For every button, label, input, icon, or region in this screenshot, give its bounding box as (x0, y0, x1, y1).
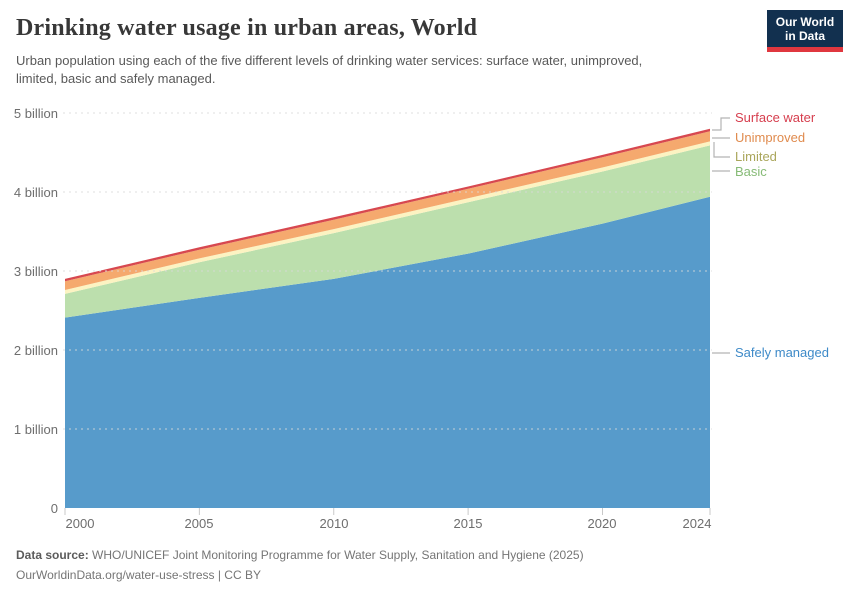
area-limited[interactable] (65, 141, 710, 294)
x-axis-tick-2000: 2000 (65, 516, 95, 531)
legend-label-surface-water[interactable]: Surface water (735, 110, 816, 125)
y-axis-tick-4b: 4 billion (13, 185, 58, 200)
connector-surface-water (712, 117, 730, 131)
chart-footer: Data source: WHO/UNICEF Joint Monitoring… (16, 548, 776, 583)
chart-subtitle-line2: limited, basic and safely managed. (16, 71, 216, 86)
area-safely-managed[interactable] (65, 196, 710, 508)
page-title: Drinking water usage in urban areas, Wor… (16, 15, 478, 41)
data-source-line: Data source: WHO/UNICEF Joint Monitoring… (16, 548, 776, 563)
area-basic[interactable] (65, 145, 710, 318)
x-axis-tick-2020: 2020 (587, 516, 617, 531)
legend-label-unimproved[interactable]: Unimproved (735, 130, 806, 145)
x-axis-tick-2024: 2024 (682, 516, 712, 531)
area-unimproved[interactable] (65, 131, 710, 290)
legend-label-safely-managed[interactable]: Safely managed (735, 345, 829, 360)
y-axis-tick-5b: 5 billion (13, 106, 58, 121)
y-axis-tick-0: 0 (50, 501, 58, 516)
y-axis-tick-1b: 1 billion (13, 422, 58, 437)
chart-subtitle-line1: Urban population using each of the five … (16, 53, 643, 68)
x-axis-tick-2005: 2005 (184, 516, 214, 531)
data-source-label: Data source: (16, 548, 89, 562)
legend-label-limited[interactable]: Limited (735, 149, 777, 164)
data-source-text: WHO/UNICEF Joint Monitoring Programme fo… (92, 548, 584, 562)
connector-limited (713, 142, 730, 158)
y-axis-tick-3b: 3 billion (13, 264, 58, 279)
owid-logo-line2: in Data (784, 29, 825, 43)
legend-label-basic[interactable]: Basic (735, 164, 767, 179)
x-axis-tick-2015: 2015 (453, 516, 483, 531)
owid-logo[interactable]: Our World in Data (767, 10, 843, 52)
citation-line: OurWorldinData.org/water-use-stress | CC… (16, 568, 261, 582)
chart-subtitle: Urban population using each of the five … (16, 52, 761, 88)
x-axis-tick-2010: 2010 (319, 516, 349, 531)
owid-logo-line1: Our World (775, 15, 835, 29)
area-surface-water[interactable] (65, 128, 710, 282)
y-axis-tick-2b: 2 billion (13, 343, 58, 358)
